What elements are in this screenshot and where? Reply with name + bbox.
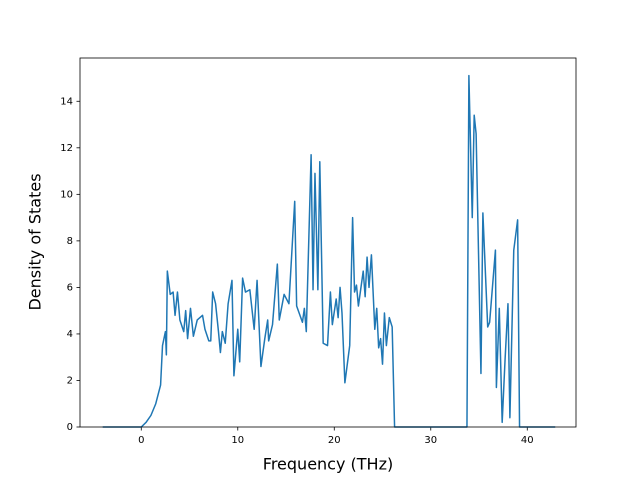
y-tick-label: 6 xyxy=(67,282,73,293)
y-tick-label: 12 xyxy=(60,143,73,154)
x-tick-label: 40 xyxy=(521,435,534,446)
y-axis-label: Density of States xyxy=(26,173,45,310)
y-tick-label: 8 xyxy=(67,236,73,247)
y-tick-label: 14 xyxy=(60,96,73,107)
x-tick-label: 0 xyxy=(138,435,144,446)
y-tick-label: 2 xyxy=(67,375,73,386)
axes-frame xyxy=(79,57,577,428)
x-tick-label: 20 xyxy=(328,435,341,446)
line-series xyxy=(102,74,556,428)
y-tick-label: 0 xyxy=(67,422,73,433)
y-tick-label: 10 xyxy=(60,189,73,200)
x-axis-label: Frequency (THz) xyxy=(263,455,393,474)
x-tick-label: 10 xyxy=(231,435,244,446)
x-tick-label: 30 xyxy=(424,435,437,446)
y-tick-label: 4 xyxy=(67,329,73,340)
